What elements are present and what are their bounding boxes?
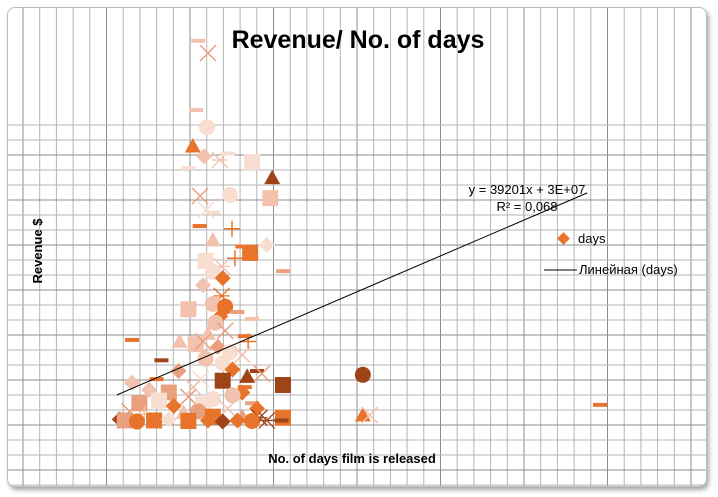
data-point-x xyxy=(233,346,251,364)
trendline-equation: y = 39201x + 3E+07 xyxy=(469,182,586,197)
data-point-diamond xyxy=(196,148,213,165)
data-point-dash xyxy=(274,418,289,423)
data-point-dash xyxy=(230,309,245,314)
data-point-circle xyxy=(354,366,371,383)
data-point-dash xyxy=(205,210,220,215)
data-point-circle xyxy=(128,413,145,430)
data-point-dash xyxy=(149,377,164,382)
data-point-diamond xyxy=(165,397,182,414)
data-point-diamond xyxy=(249,400,265,417)
data-point-circle xyxy=(222,186,239,203)
data-point-x xyxy=(191,187,209,205)
data-point-x xyxy=(179,388,197,406)
data-point-dash xyxy=(245,401,260,406)
data-point-diamond xyxy=(214,270,231,287)
legend-label-trendline: Линейная (days) xyxy=(579,262,678,277)
data-point-square xyxy=(214,372,231,389)
data-point-diamond xyxy=(209,338,226,355)
data-point-x xyxy=(216,322,234,340)
trendline xyxy=(116,192,588,396)
data-point-dash xyxy=(125,337,140,342)
legend-marker-diamond-icon xyxy=(557,232,570,245)
data-point-dash xyxy=(220,151,235,156)
data-point-circle xyxy=(204,263,221,280)
data-point-square xyxy=(180,301,197,318)
data-point-square xyxy=(146,412,163,429)
legend: days Линейная (days) xyxy=(544,231,678,277)
data-point-plus xyxy=(226,250,243,267)
data-point-square xyxy=(244,154,261,171)
data-point-plus xyxy=(240,333,257,350)
chart-area: Revenue/ No. of days Revenue $ No. of da… xyxy=(7,7,707,487)
legend-label-days: days xyxy=(578,231,606,246)
data-point-x xyxy=(194,332,212,351)
data-point-dash xyxy=(191,38,206,43)
data-points xyxy=(111,38,607,430)
data-point-triangle xyxy=(200,325,216,340)
data-point-dash xyxy=(189,108,204,113)
data-point-dash xyxy=(181,166,196,171)
data-point-dash xyxy=(235,244,250,249)
data-point-dash xyxy=(154,358,169,363)
data-point-square xyxy=(187,336,204,353)
data-point-circle xyxy=(197,350,214,367)
data-point-x xyxy=(184,378,202,396)
x-axis-label: No. of days film is released xyxy=(268,451,436,466)
data-point-diamond xyxy=(200,412,216,429)
data-point-dash xyxy=(593,402,607,407)
data-point-dash xyxy=(237,334,252,339)
data-point-x xyxy=(197,201,215,219)
data-point-triangle xyxy=(171,333,188,348)
data-point-diamond xyxy=(258,236,275,253)
data-point-x xyxy=(361,406,379,424)
data-point-triangle xyxy=(264,169,281,185)
y-axis-label: Revenue $ xyxy=(30,218,45,284)
data-point-dash xyxy=(192,224,207,229)
data-point-dash xyxy=(245,316,260,321)
data-point-circle xyxy=(207,314,224,331)
data-point-circle xyxy=(244,412,261,429)
trendline-r2: R² = 0,068 xyxy=(496,199,557,214)
data-point-square xyxy=(274,377,291,394)
gridlines xyxy=(8,8,706,486)
data-point-x xyxy=(199,44,217,62)
data-point-triangle xyxy=(239,368,256,383)
data-point-triangle xyxy=(204,232,221,247)
data-point-x xyxy=(253,365,271,383)
data-point-star xyxy=(258,411,276,429)
data-point-diamond xyxy=(160,411,177,428)
data-point-square xyxy=(180,412,197,429)
chart-title: Revenue/ No. of days xyxy=(232,26,485,54)
data-point-circle xyxy=(199,119,216,136)
data-point-triangle xyxy=(184,138,201,153)
data-point-circle xyxy=(224,387,241,404)
data-point-diamond xyxy=(195,277,212,294)
data-point-square xyxy=(131,395,148,412)
data-point-diamond xyxy=(229,412,246,429)
data-point-plus xyxy=(224,220,241,237)
data-point-circle xyxy=(204,295,221,312)
data-point-dash xyxy=(250,369,264,374)
data-point-square xyxy=(151,392,167,409)
data-point-dash xyxy=(275,269,290,274)
scatter-chart: Revenue/ No. of days Revenue $ No. of da… xyxy=(8,8,706,486)
data-point-square xyxy=(262,190,279,207)
data-point-diamond xyxy=(214,413,231,430)
data-point-square xyxy=(242,244,259,261)
data-point-circle xyxy=(214,354,231,371)
data-point-dash xyxy=(237,385,252,390)
data-point-square xyxy=(274,409,291,426)
data-point-square xyxy=(116,412,133,429)
